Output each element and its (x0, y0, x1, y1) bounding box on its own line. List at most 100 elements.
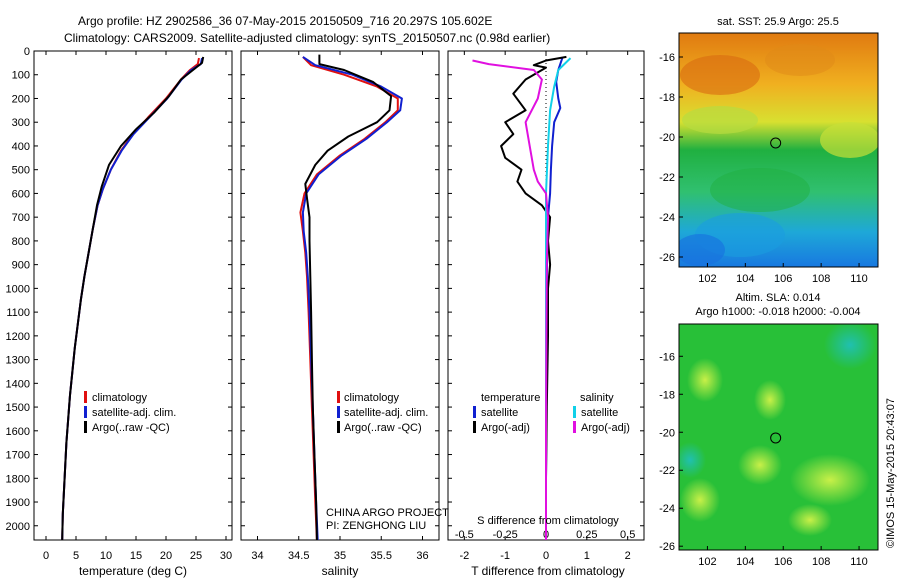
difference-legend-salinity: salinity satellite Argo(-adj) (573, 392, 630, 434)
x-tick-label-s: -0.5 (455, 529, 474, 541)
sla-high-patch (738, 445, 782, 485)
sla-high-patch (754, 380, 786, 420)
y-tick-label: 1200 (6, 331, 30, 343)
map-lon-label: 106 (774, 556, 792, 568)
map-lon-label: 110 (850, 273, 868, 285)
temperature-panel (33, 50, 233, 541)
y-tick-label: 1000 (6, 283, 30, 295)
x-tick-label: 35 (334, 550, 346, 562)
legend-label-satellite: satellite-adj. clim. (344, 407, 428, 419)
sla-high-patch (680, 478, 720, 522)
y-tick-label: 300 (12, 117, 30, 129)
y-tick-label: 1900 (6, 497, 30, 509)
legend-swatch-climatology (84, 391, 87, 403)
y-tick-label: 500 (12, 165, 30, 177)
series-line-satellite (61, 57, 203, 541)
y-tick-label: 700 (12, 212, 30, 224)
map-lat-label: -26 (659, 541, 675, 553)
imos-credit: ©IMOS 15-May-2015 20:43:07 (885, 398, 897, 548)
legend-swatch-t-satellite (473, 406, 476, 418)
y-tick-label: 2000 (6, 521, 30, 533)
y-tick-label: 1300 (6, 355, 30, 367)
x-tick-label: 0 (43, 550, 49, 562)
x-tick-label: 5 (73, 550, 79, 562)
legend-label-t-satellite: satellite (481, 407, 518, 419)
x-tick-label-t: -1 (500, 550, 510, 562)
x-tick-label: 25 (190, 550, 202, 562)
y-tick-label: 1800 (6, 473, 30, 485)
map-lon-label: 108 (812, 556, 830, 568)
salinity-panel (240, 50, 440, 541)
sla-map (679, 324, 878, 550)
difference-legend-temperature: temperature satellite Argo(-adj) (473, 392, 540, 434)
y-tick-label: 0 (24, 46, 30, 58)
sla-map-title-1: Altim. SLA: 0.014 (736, 292, 821, 304)
x-tick-label: 30 (220, 550, 232, 562)
project-annotation-2: PI: ZENGHONG LIU (326, 520, 426, 532)
series-line-climatology (61, 57, 200, 541)
map-lat-label: -22 (659, 172, 675, 184)
sla-low-patch (824, 324, 876, 369)
difference-xlabel-t: T difference from climatology (471, 564, 625, 578)
series-line-satellite (301, 56, 403, 541)
series-line-argo (61, 56, 205, 541)
map-lon-label: 102 (698, 273, 716, 285)
y-tick-label: 800 (12, 236, 30, 248)
legend-label-argo: Argo(..raw -QC) (92, 422, 170, 434)
x-tick-label-t: 1 (584, 550, 590, 562)
sla-high-patch (788, 504, 832, 536)
series-line-sat_salinity (545, 57, 572, 540)
salinity-xlabel: salinity (322, 564, 359, 578)
sst-warm-patch (765, 44, 835, 76)
x-tick-label: 34.5 (288, 550, 309, 562)
temperature-legend: climatology satellite-adj. clim. Argo(..… (84, 391, 176, 434)
map-lat-label: -18 (659, 92, 675, 104)
legend-label-argo: Argo(..raw -QC) (344, 422, 422, 434)
map-lat-label: -20 (659, 427, 675, 439)
y-tick-label: 600 (12, 188, 30, 200)
legend-swatch-climatology (337, 391, 340, 403)
map-lon-label: 110 (850, 556, 868, 568)
y-tick-label: 900 (12, 260, 30, 272)
legend-swatch-argo (337, 421, 340, 433)
legend-swatch-satellite (84, 406, 87, 418)
sla-high-patch (687, 358, 723, 402)
legend-label-climatology: climatology (92, 392, 148, 404)
difference-xlabel-s: S difference from climatology (477, 515, 619, 527)
legend-swatch-argo (84, 421, 87, 433)
sst-map-title: sat. SST: 25.9 Argo: 25.5 (717, 16, 839, 28)
legend-label-t-argo: Argo(-adj) (481, 422, 530, 434)
series-line-argo_salinity (472, 59, 549, 540)
legend-swatch-s-satellite (573, 406, 576, 418)
legend-swatch-s-argo (573, 421, 576, 433)
y-tick-label: 100 (12, 70, 30, 82)
x-tick-label: 34 (251, 550, 263, 562)
legend-heading-temperature: temperature (481, 392, 540, 404)
float-location-marker (770, 432, 782, 444)
y-tick-label: 1600 (6, 426, 30, 438)
x-tick-label-t: 0 (543, 550, 549, 562)
legend-swatch-satellite (337, 406, 340, 418)
x-tick-label-s: -0.25 (493, 529, 518, 541)
map-lat-label: -24 (659, 503, 675, 515)
temperature-xlabel: temperature (deg C) (79, 564, 187, 578)
sla-map-frame (678, 323, 879, 551)
title-line-2: Climatology: CARS2009. Satellite-adjuste… (64, 31, 550, 45)
x-tick-label: 20 (160, 550, 172, 562)
legend-label-climatology: climatology (344, 392, 400, 404)
y-tick-label: 1700 (6, 450, 30, 462)
legend-label-satellite: satellite-adj. clim. (92, 407, 176, 419)
map-lat-label: -16 (659, 351, 675, 363)
x-tick-label: 10 (100, 550, 112, 562)
sst-blue-patch (679, 234, 725, 266)
legend-label-s-argo: Argo(-adj) (581, 422, 630, 434)
sst-map-frame (678, 32, 879, 268)
title-line-1: Argo profile: HZ 2902586_36 07-May-2015 … (78, 14, 492, 28)
x-tick-label-t: -2 (459, 550, 469, 562)
sst-map (679, 33, 878, 267)
map-lat-label: -26 (659, 252, 675, 264)
map-lat-label: -18 (659, 389, 675, 401)
sla-map-title-2: Argo h1000: -0.018 h2000: -0.004 (695, 306, 860, 318)
map-lat-label: -16 (659, 52, 675, 64)
